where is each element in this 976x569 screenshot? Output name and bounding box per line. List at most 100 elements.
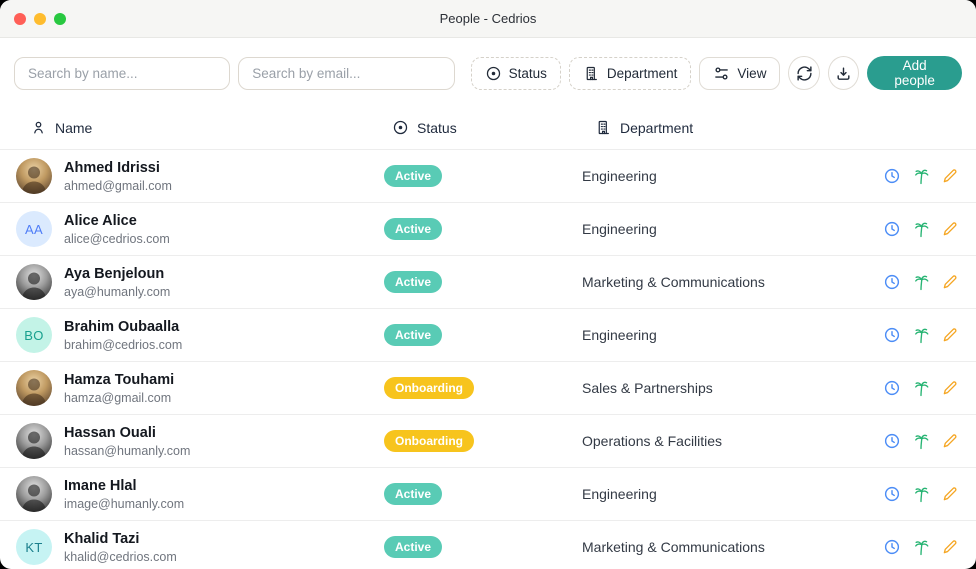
edit-pencil-button[interactable]: [940, 166, 960, 186]
person-email: hamza@gmail.com: [64, 390, 172, 405]
column-header-name-label: Name: [55, 119, 93, 136]
column-header-status-label: Status: [417, 119, 457, 136]
pencil-icon: [941, 485, 959, 503]
avatar: [16, 158, 52, 194]
table-row[interactable]: BO Brahim Oubaalla brahim@cedrios.com Ac…: [0, 308, 976, 361]
person-name: Aya Benjeloun: [64, 266, 165, 283]
time-off-palm-button[interactable]: [911, 378, 931, 398]
table-row[interactable]: Ahmed Idrissi ahmed@gmail.com Active Eng…: [0, 149, 976, 202]
window-title: People - Cedrios: [439, 11, 537, 26]
avatar: [16, 476, 52, 512]
time-off-palm-button[interactable]: [911, 272, 931, 292]
department-value: Sales & Partnerships: [582, 380, 713, 396]
pencil-icon: [941, 220, 959, 238]
table-row[interactable]: Imane Hlal image@humanly.com Active Engi…: [0, 467, 976, 520]
edit-pencil-button[interactable]: [940, 484, 960, 504]
person-name: Alice Alice: [64, 213, 137, 230]
department-value: Engineering: [582, 168, 657, 184]
avatar: KT: [16, 529, 52, 565]
time-off-palm-button[interactable]: [911, 431, 931, 451]
traffic-lights: [14, 0, 66, 37]
clock-icon: [883, 273, 901, 291]
edit-pencil-button[interactable]: [940, 272, 960, 292]
palm-tree-icon: [912, 220, 930, 238]
close-window-button[interactable]: [14, 12, 26, 25]
time-off-palm-button[interactable]: [911, 484, 931, 504]
status-circle-dot-icon: [392, 119, 409, 136]
history-clock-button[interactable]: [882, 166, 902, 186]
edit-pencil-button[interactable]: [940, 537, 960, 557]
person-email: khalid@cedrios.com: [64, 549, 177, 564]
time-off-palm-button[interactable]: [911, 537, 931, 557]
person-email: hassan@humanly.com: [64, 443, 191, 458]
status-filter-button[interactable]: Status: [470, 56, 561, 90]
pencil-icon: [941, 326, 959, 344]
refresh-button[interactable]: [788, 56, 820, 90]
person-name: Imane Hlal: [64, 478, 137, 495]
toolbar: Status Department View: [0, 38, 976, 106]
avatar-initials: BO: [24, 327, 44, 343]
time-off-palm-button[interactable]: [911, 166, 931, 186]
titlebar: People - Cedrios: [0, 0, 976, 38]
history-clock-button[interactable]: [882, 537, 902, 557]
edit-pencil-button[interactable]: [940, 378, 960, 398]
avatar: AA: [16, 211, 52, 247]
department-filter-button[interactable]: Department: [568, 56, 692, 90]
column-header-name: Name: [16, 119, 384, 136]
table-row[interactable]: Hamza Touhami hamza@gmail.com Onboarding…: [0, 361, 976, 414]
clock-icon: [883, 220, 901, 238]
search-name-input[interactable]: [14, 56, 231, 90]
fullscreen-window-button[interactable]: [54, 12, 66, 25]
person-name: Brahim Oubaalla: [64, 319, 180, 336]
status-badge: Active: [384, 536, 443, 558]
person-email: alice@cedrios.com: [64, 231, 170, 246]
status-circle-dot-icon: [485, 65, 502, 82]
pencil-icon: [941, 432, 959, 450]
column-header-department: Department: [582, 119, 864, 136]
history-clock-button[interactable]: [882, 378, 902, 398]
status-badge: Active: [384, 324, 443, 346]
table-row[interactable]: Aya Benjeloun aya@humanly.com Active Mar…: [0, 255, 976, 308]
time-off-palm-button[interactable]: [911, 219, 931, 239]
people-table-body: Ahmed Idrissi ahmed@gmail.com Active Eng…: [0, 149, 976, 569]
time-off-palm-button[interactable]: [911, 325, 931, 345]
history-clock-button[interactable]: [882, 431, 902, 451]
pencil-icon: [941, 538, 959, 556]
status-badge: Active: [384, 483, 443, 505]
history-clock-button[interactable]: [882, 484, 902, 504]
palm-tree-icon: [912, 326, 930, 344]
status-filter-label: Status: [508, 65, 547, 81]
minimize-window-button[interactable]: [34, 12, 46, 25]
refresh-icon: [796, 65, 813, 82]
avatar: [16, 370, 52, 406]
person-icon: [30, 119, 47, 136]
history-clock-button[interactable]: [882, 325, 902, 345]
history-clock-button[interactable]: [882, 219, 902, 239]
palm-tree-icon: [912, 485, 930, 503]
clock-icon: [883, 379, 901, 397]
person-email: brahim@cedrios.com: [64, 337, 183, 352]
table-header: Name Status Department: [0, 106, 976, 149]
table-row[interactable]: KT Khalid Tazi khalid@cedrios.com Active…: [0, 520, 976, 569]
avatar: BO: [16, 317, 52, 353]
building-icon: [583, 65, 600, 82]
edit-pencil-button[interactable]: [940, 431, 960, 451]
view-button[interactable]: View: [699, 56, 781, 90]
history-clock-button[interactable]: [882, 272, 902, 292]
department-value: Engineering: [582, 221, 657, 237]
search-email-input[interactable]: [238, 56, 455, 90]
add-people-button[interactable]: Add people: [867, 56, 963, 90]
department-value: Operations & Facilities: [582, 433, 723, 449]
palm-tree-icon: [912, 538, 930, 556]
edit-pencil-button[interactable]: [940, 219, 960, 239]
person-name: Hassan Ouali: [64, 425, 156, 442]
edit-pencil-button[interactable]: [940, 325, 960, 345]
person-name: Hamza Touhami: [64, 372, 175, 389]
pencil-icon: [941, 167, 959, 185]
table-row[interactable]: AA Alice Alice alice@cedrios.com Active …: [0, 202, 976, 255]
avatar-initials: AA: [25, 221, 43, 237]
person-email: image@humanly.com: [64, 496, 185, 511]
download-button[interactable]: [827, 56, 860, 90]
table-row[interactable]: Hassan Ouali hassan@humanly.com Onboardi…: [0, 414, 976, 467]
